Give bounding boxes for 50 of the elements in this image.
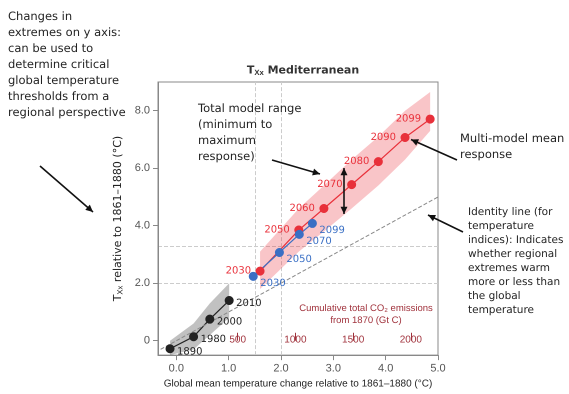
x-tick-label: 1.0 bbox=[221, 362, 236, 375]
x-tick-label: 4.0 bbox=[378, 362, 394, 375]
annotation: 2010 bbox=[236, 298, 262, 309]
annotation: 1890 bbox=[177, 346, 202, 358]
annotation: Total model range (minimum to maximum response) bbox=[198, 100, 302, 164]
x2-tick-label: 500 bbox=[229, 334, 246, 346]
annotation: 2070 bbox=[306, 236, 332, 247]
annotation: 2080 bbox=[344, 156, 370, 168]
point bbox=[256, 266, 265, 276]
annotation: Multi-model mean response bbox=[460, 130, 566, 162]
point bbox=[308, 218, 317, 228]
point bbox=[374, 157, 383, 166]
x-tick-label: 5.0 bbox=[430, 362, 446, 375]
annotation: 2030 bbox=[226, 266, 252, 277]
x2-tick-label: 1500 bbox=[342, 334, 365, 346]
x2-tick-label: 1000 bbox=[284, 334, 307, 346]
annotation: 1980 bbox=[200, 334, 226, 346]
point bbox=[224, 296, 234, 305]
x-tick-label: 3.0 bbox=[326, 362, 341, 375]
y-tick-label: 4.0 bbox=[134, 220, 150, 232]
point bbox=[347, 180, 356, 190]
annotation: 2030 bbox=[260, 278, 286, 289]
point bbox=[205, 314, 214, 324]
point bbox=[400, 132, 410, 142]
point bbox=[294, 230, 304, 239]
x-tick-label: 0.0 bbox=[168, 362, 184, 375]
y-tick-label: 8.0 bbox=[134, 104, 150, 117]
point bbox=[166, 344, 175, 354]
annotation: 2099 bbox=[396, 114, 422, 125]
annotation: 2070 bbox=[317, 179, 343, 190]
text: Changes in extremes on y axis: can be used to determine critical global temperature thresholds from a regional perspective bbox=[8, 8, 126, 120]
y-tick-label: 0 bbox=[144, 334, 150, 347]
y-tick-label: 6.0 bbox=[134, 162, 150, 174]
x-tick-label: 2.0 bbox=[273, 362, 289, 375]
text: Identity line (for temperature indices): Indicates whether regional extremes warm more or less than the global temperature bbox=[468, 205, 564, 317]
annotation: 2090 bbox=[370, 132, 396, 143]
annotation: 2099 bbox=[319, 224, 345, 236]
y-tick-label: 2.0 bbox=[134, 277, 150, 290]
annotation: 2060 bbox=[289, 202, 315, 214]
point bbox=[319, 204, 328, 213]
annotation: 2050 bbox=[286, 254, 312, 265]
annotation: 2000 bbox=[216, 316, 242, 328]
x2-axis-title: Cumulative total CO₂ emissions from 1870 (Gt C) bbox=[298, 303, 434, 327]
point bbox=[426, 114, 435, 124]
annotation: 2050 bbox=[264, 224, 290, 236]
x-axis-title: Global mean temperature change relative to 1861–1880 (°C) bbox=[164, 378, 432, 390]
point bbox=[274, 248, 284, 257]
point bbox=[248, 272, 258, 281]
point bbox=[189, 332, 198, 342]
x2-tick-label: 2000 bbox=[400, 334, 422, 346]
